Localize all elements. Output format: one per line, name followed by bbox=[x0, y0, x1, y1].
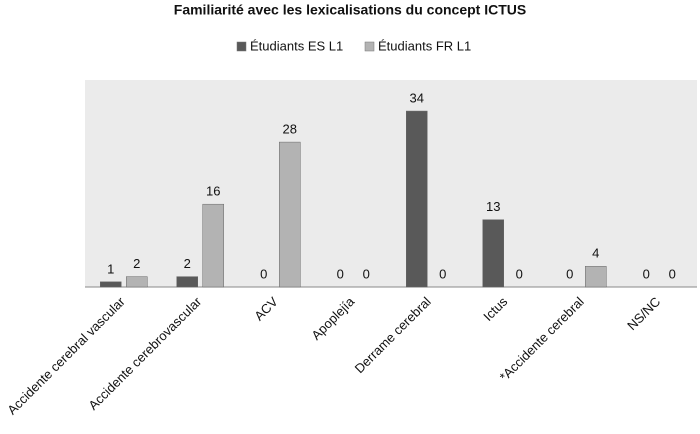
data-label: 0 bbox=[643, 266, 650, 281]
data-label: 28 bbox=[283, 122, 297, 137]
data-label: 1 bbox=[107, 261, 114, 276]
bar bbox=[126, 276, 148, 288]
data-label: 0 bbox=[363, 266, 370, 281]
data-label: 0 bbox=[516, 266, 523, 281]
legend-label: Étudiants ES L1 bbox=[250, 38, 343, 53]
data-label: 13 bbox=[486, 199, 500, 214]
data-label: 0 bbox=[669, 266, 676, 281]
bar bbox=[202, 203, 224, 288]
x-tick-label: Apoplejía bbox=[308, 293, 357, 342]
bar bbox=[585, 266, 607, 288]
bar bbox=[176, 276, 198, 288]
data-label: 0 bbox=[566, 266, 573, 281]
data-label: 4 bbox=[592, 246, 599, 261]
bar bbox=[100, 281, 122, 288]
x-tick-label: ACV bbox=[251, 294, 281, 324]
data-label: 2 bbox=[184, 256, 191, 271]
data-label: 16 bbox=[206, 184, 220, 199]
data-label: 2 bbox=[133, 256, 140, 271]
plot-area bbox=[85, 80, 697, 287]
x-tick-label: Ictus bbox=[480, 294, 510, 324]
legend-label: Étudiants FR L1 bbox=[378, 38, 471, 53]
bar bbox=[279, 141, 301, 288]
data-label: 0 bbox=[439, 266, 446, 281]
chart-title: Familiarité avec les lexicalisations du … bbox=[174, 2, 526, 18]
bar bbox=[406, 110, 428, 288]
data-label: 0 bbox=[337, 266, 344, 281]
bar bbox=[482, 219, 504, 288]
x-tick-label: *Accidente cerebral bbox=[496, 294, 586, 384]
legend-swatch bbox=[364, 41, 375, 52]
legend-swatch bbox=[236, 41, 247, 52]
data-label: 34 bbox=[410, 90, 424, 105]
x-tick-label: NS/NC bbox=[624, 294, 663, 333]
data-label: 0 bbox=[260, 266, 267, 281]
x-tick-label: Derrame cerebral bbox=[352, 294, 434, 376]
